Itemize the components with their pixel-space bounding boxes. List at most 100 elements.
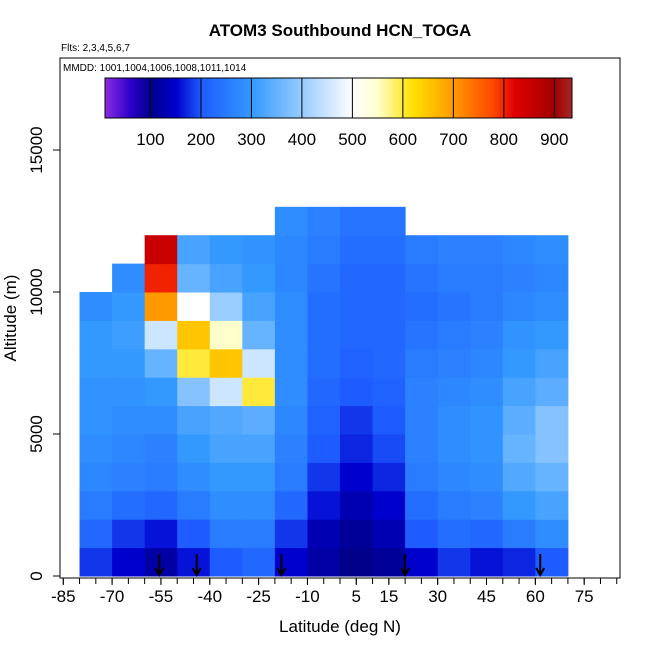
colorbar-slice xyxy=(507,78,509,118)
heat-cell xyxy=(405,519,439,549)
colorbar-slice xyxy=(127,78,129,118)
colorbar-slice xyxy=(533,78,535,118)
colorbar-slice xyxy=(111,78,113,118)
colorbar-slice xyxy=(486,78,488,118)
heat-cell xyxy=(177,348,211,378)
colorbar-slice xyxy=(184,78,186,118)
heat-cell xyxy=(274,206,308,236)
colorbar-slice xyxy=(495,78,497,118)
colorbar-slice xyxy=(518,78,520,118)
colorbar-slice xyxy=(115,78,117,118)
colorbar-slice xyxy=(342,78,344,118)
colorbar-slice xyxy=(263,78,265,118)
colorbar-slice xyxy=(521,78,523,118)
colorbar-slice xyxy=(133,78,135,118)
colorbar-slice xyxy=(377,78,379,118)
x-tick-label: -70 xyxy=(100,587,125,606)
colorbar-slice xyxy=(524,78,526,118)
heat-cell xyxy=(274,434,308,463)
heat-cell xyxy=(274,377,308,407)
colorbar-slice xyxy=(197,78,199,118)
colorbar-slice xyxy=(119,78,121,118)
colorbar-slice xyxy=(482,78,484,118)
colorbar-slice xyxy=(462,78,464,118)
heat-cell xyxy=(372,434,406,463)
colorbar-slice xyxy=(177,78,179,118)
colorbar-slice xyxy=(313,78,315,118)
colorbar-slice xyxy=(448,78,450,118)
heat-cell xyxy=(340,235,374,265)
colorbar-slice xyxy=(149,78,151,118)
colorbar-slice xyxy=(555,78,557,118)
heat-cell xyxy=(372,206,406,236)
colorbar-slice xyxy=(266,78,268,118)
colorbar-slice xyxy=(155,78,157,118)
colorbar-slice xyxy=(318,78,320,118)
colorbar-slice xyxy=(373,78,375,118)
colorbar-slice xyxy=(314,78,316,118)
colorbar-slice xyxy=(357,78,359,118)
colorbar-slice xyxy=(204,78,206,118)
colorbar-slice xyxy=(459,78,461,118)
colorbar-slice xyxy=(222,78,224,118)
colorbar-slice xyxy=(370,78,372,118)
heat-cell xyxy=(437,405,471,435)
heat-cell xyxy=(405,405,439,435)
colorbar-slice xyxy=(500,78,502,118)
colorbar-slice xyxy=(541,78,543,118)
heat-cell xyxy=(144,434,178,463)
colorbar-slice xyxy=(425,78,427,118)
colorbar-slice xyxy=(225,78,227,118)
heat-cell xyxy=(502,519,536,549)
colorbar-slice xyxy=(539,78,541,118)
arrow xyxy=(535,554,546,578)
colorbar-slice xyxy=(484,78,486,118)
colorbar-slice xyxy=(277,78,279,118)
colorbar-slice xyxy=(302,78,304,118)
colorbar-slice xyxy=(324,78,326,118)
colorbar-slice xyxy=(506,78,508,118)
colorbar-slice xyxy=(311,78,313,118)
heat-cell xyxy=(535,320,569,350)
colorbar-slice xyxy=(193,78,195,118)
heat-cell xyxy=(79,377,113,407)
heat-cell xyxy=(177,235,211,265)
colorbar-slice xyxy=(131,78,133,118)
heat-cell xyxy=(340,519,374,549)
colorbar-slice xyxy=(468,78,470,118)
colorbar-slice xyxy=(116,78,118,118)
colorbar-slice xyxy=(176,78,178,118)
colorbar-slice xyxy=(348,78,350,118)
colorbar-slice xyxy=(488,78,490,118)
colorbar-slice xyxy=(447,78,449,118)
heat-cell xyxy=(242,235,276,265)
colorbar-slice xyxy=(208,78,210,118)
heat-cell xyxy=(535,235,569,265)
colorbar-slice xyxy=(199,78,201,118)
colorbar-slice xyxy=(340,78,342,118)
heat-cell xyxy=(209,405,243,435)
heat-cell xyxy=(242,292,276,321)
colorbar-slice xyxy=(551,78,553,118)
heat-cell xyxy=(144,263,178,293)
colorbar-slice xyxy=(258,78,260,118)
heat-cell xyxy=(242,547,276,577)
x-tick-label: -10 xyxy=(295,587,320,606)
colorbar-slice xyxy=(141,78,143,118)
colorbar-slice xyxy=(139,78,141,118)
colorbar-slice xyxy=(441,78,443,118)
colorbar-slice xyxy=(305,78,307,118)
heat-cell xyxy=(405,348,439,378)
colorbar-slice xyxy=(470,78,472,118)
heat-cell xyxy=(209,263,243,293)
heat-cell xyxy=(437,490,471,520)
colorbar-slice xyxy=(181,78,183,118)
heat-cell xyxy=(177,377,211,407)
colorbar-slice xyxy=(296,78,298,118)
colorbar-slice xyxy=(385,78,387,118)
heat-cell xyxy=(242,377,276,407)
heat-cell xyxy=(209,377,243,407)
colorbar-slice xyxy=(390,78,392,118)
colorbar-slice xyxy=(283,78,285,118)
